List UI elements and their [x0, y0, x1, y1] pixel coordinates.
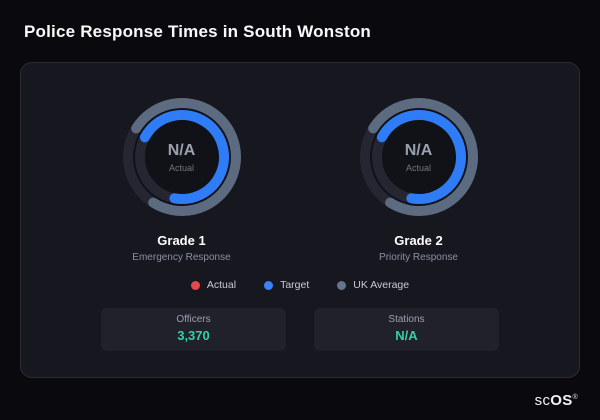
stat-officers: Officers 3,370 — [101, 308, 286, 351]
scos-logo: scOS® — [535, 392, 578, 409]
gauge-ring-uk-average — [122, 98, 241, 216]
gauge-chart-grade-1: N/A Actual — [116, 91, 248, 223]
legend-label: Actual — [206, 279, 237, 291]
gauge-grade-2: N/A Actual Grade 2 Priority Response — [319, 91, 519, 263]
gauge-ring-target — [134, 110, 229, 204]
stat-label: Stations — [388, 314, 425, 325]
logo-text-light: sc — [534, 392, 551, 409]
gauge-value-label: Actual — [405, 162, 431, 173]
gauge-center: N/A Actual — [353, 91, 485, 223]
response-times-card: N/A Actual Grade 1 Emergency Response — [20, 62, 580, 378]
legend-item-actual[interactable]: Actual — [190, 279, 237, 291]
registered-mark: ® — [572, 394, 578, 401]
stat-stations: Stations N/A — [314, 308, 499, 351]
stat-label: Officers — [176, 314, 211, 325]
chart-legend: Actual Target UK Average — [21, 279, 579, 291]
legend-item-uk-average[interactable]: UK Average — [337, 279, 409, 291]
legend-dot-actual — [190, 280, 200, 290]
gauge-value: N/A — [404, 141, 433, 159]
gauge-value: N/A — [167, 141, 196, 159]
gauge-ring-uk-average — [359, 98, 478, 216]
gauge-subtitle: Priority Response — [379, 252, 458, 263]
stat-value: 3,370 — [177, 328, 210, 343]
gauge-title: Grade 1 — [157, 233, 206, 248]
legend-label: UK Average — [353, 279, 410, 291]
legend-item-target[interactable]: Target — [264, 279, 309, 291]
legend-dot-target — [264, 280, 274, 290]
gauge-center: N/A Actual — [116, 91, 248, 223]
legend-label: Target — [280, 279, 310, 291]
gauge-title: Grade 2 — [394, 233, 443, 248]
gauges-row: N/A Actual Grade 1 Emergency Response — [21, 91, 579, 263]
gauge-subtitle: Emergency Response — [132, 252, 231, 263]
gauge-svg — [359, 98, 478, 216]
gauge-value-label: Actual — [168, 162, 194, 173]
logo-text-bold: OS — [550, 392, 573, 409]
gauge-ring-target — [371, 110, 466, 204]
gauge-chart-grade-2: N/A Actual — [353, 91, 485, 223]
page-title: Police Response Times in South Wonston — [24, 22, 372, 41]
legend-dot-uk-average — [337, 280, 347, 290]
gauge-svg — [122, 98, 241, 216]
gauge-grade-1: N/A Actual Grade 1 Emergency Response — [82, 91, 282, 263]
stats-row: Officers 3,370 Stations N/A — [21, 308, 579, 351]
stat-value: N/A — [395, 328, 418, 343]
